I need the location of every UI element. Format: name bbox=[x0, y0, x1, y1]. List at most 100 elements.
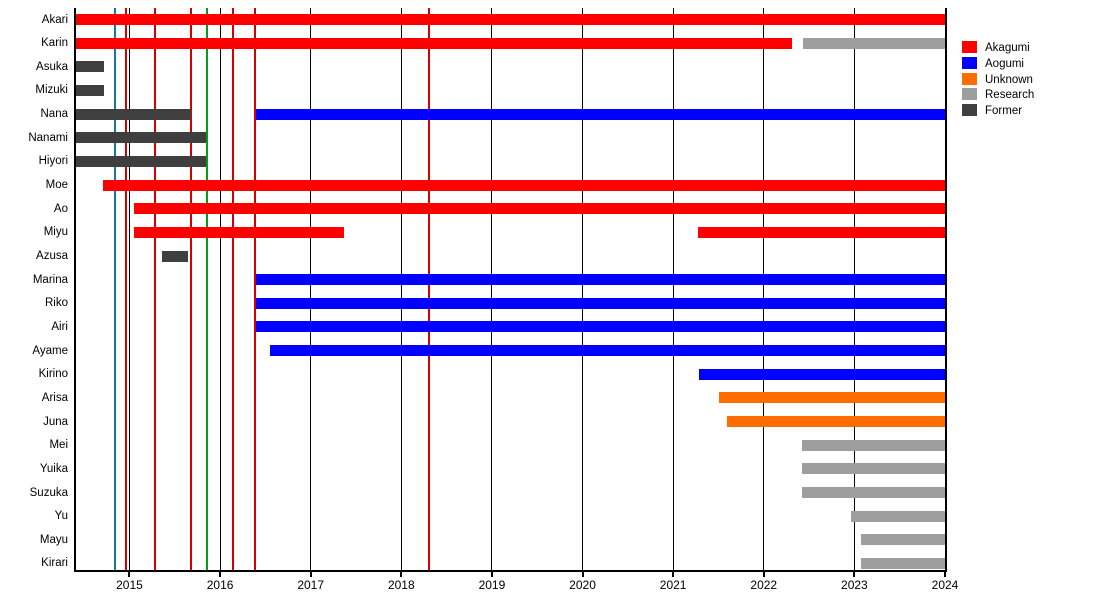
row-label: Airi bbox=[51, 320, 68, 333]
timeline-bar bbox=[860, 557, 945, 569]
row-label: Juna bbox=[43, 415, 68, 428]
timeline-bar bbox=[269, 345, 945, 357]
timeline-bar bbox=[801, 487, 945, 498]
year-gridline bbox=[672, 8, 674, 570]
legend-swatch bbox=[962, 72, 977, 85]
event-line bbox=[206, 8, 209, 570]
timeline-bar bbox=[802, 37, 945, 49]
legend-label: Former bbox=[985, 105, 1023, 118]
timeline-bar bbox=[801, 463, 945, 475]
row-label: Riko bbox=[44, 297, 68, 310]
timeline-bar bbox=[76, 14, 945, 25]
x-tick bbox=[219, 572, 222, 577]
timeline-bar bbox=[256, 108, 945, 120]
timeline-bar bbox=[256, 321, 945, 333]
x-tick-label: 2022 bbox=[750, 578, 778, 592]
event-line bbox=[113, 8, 116, 570]
x-tick bbox=[762, 572, 765, 577]
x-tick-label: 2018 bbox=[387, 578, 415, 592]
row-label: Nanami bbox=[28, 131, 68, 144]
x-tick bbox=[128, 572, 131, 577]
event-line bbox=[428, 8, 431, 570]
timeline-bar bbox=[76, 108, 192, 120]
row-label: Marina bbox=[32, 273, 68, 286]
x-tick-label: 2015 bbox=[116, 578, 143, 592]
x-tick bbox=[853, 572, 856, 577]
x-tick-label: 2020 bbox=[569, 578, 596, 592]
x-tick bbox=[490, 572, 493, 577]
y-axis-line bbox=[74, 8, 76, 572]
x-tick-label: 2017 bbox=[297, 578, 325, 592]
year-gridline bbox=[128, 8, 130, 570]
timeline-bar bbox=[860, 534, 945, 546]
legend-label: Akagumi bbox=[985, 42, 1030, 54]
year-gridline bbox=[491, 8, 493, 570]
year-gridline bbox=[853, 8, 855, 570]
row-label: Suzuka bbox=[29, 486, 68, 499]
year-gridline bbox=[310, 8, 312, 570]
row-label: Yuika bbox=[39, 462, 68, 475]
row-label: Nana bbox=[40, 108, 69, 121]
row-label: Azusa bbox=[36, 250, 68, 262]
row-label: Hiyori bbox=[38, 155, 68, 168]
x-tick bbox=[309, 572, 312, 577]
x-tick-label: 2016 bbox=[206, 578, 234, 592]
x-tick bbox=[581, 572, 584, 577]
timeline-bar bbox=[76, 132, 206, 144]
timeline-bar bbox=[256, 297, 945, 309]
legend-label: Aogumi bbox=[985, 57, 1024, 70]
timeline-bar bbox=[162, 250, 189, 262]
row-label: Yu bbox=[54, 510, 68, 523]
x-tick-label: 2019 bbox=[478, 578, 506, 592]
row-label: Moe bbox=[45, 179, 68, 192]
x-tick bbox=[400, 572, 403, 577]
x-tick-label: 2021 bbox=[659, 578, 687, 592]
legend-swatch bbox=[962, 56, 977, 69]
timeline-bar bbox=[719, 392, 945, 404]
x-tick-label: 2023 bbox=[841, 578, 868, 592]
row-label: Mizuki bbox=[35, 84, 68, 97]
row-label: Akari bbox=[41, 13, 68, 26]
legend-label: Unknown bbox=[985, 73, 1033, 86]
x-tick bbox=[672, 572, 675, 577]
legend-swatch bbox=[962, 104, 977, 117]
timeline-bar bbox=[103, 179, 945, 191]
year-gridline bbox=[763, 8, 765, 570]
year-gridline bbox=[582, 8, 584, 570]
legend-label: Research bbox=[985, 89, 1035, 102]
row-label: Ao bbox=[53, 202, 68, 215]
legend-swatch bbox=[962, 41, 977, 53]
plot-right-border bbox=[944, 8, 947, 572]
timeline-bar bbox=[850, 510, 945, 522]
timeline-bar bbox=[801, 439, 945, 451]
event-line bbox=[231, 8, 234, 570]
timeline-bar bbox=[76, 84, 105, 96]
year-gridline bbox=[400, 8, 402, 570]
event-line bbox=[124, 8, 127, 570]
event-line bbox=[153, 8, 156, 570]
x-tick-label: 2024 bbox=[931, 578, 959, 592]
row-label: Arisa bbox=[41, 391, 68, 404]
row-label: Karin bbox=[41, 37, 68, 50]
row-label: Kirari bbox=[41, 557, 68, 570]
event-line bbox=[254, 8, 257, 570]
row-label: Mei bbox=[49, 439, 68, 452]
timeline-bar bbox=[726, 416, 945, 428]
row-label: Kirino bbox=[38, 368, 68, 381]
row-label: Mayu bbox=[39, 533, 68, 546]
timeline-bar bbox=[133, 203, 945, 215]
timeline-bar bbox=[133, 226, 345, 238]
row-label: Miyu bbox=[43, 226, 68, 239]
timeline-bar bbox=[697, 226, 945, 238]
timeline-bar bbox=[76, 155, 206, 167]
x-axis-line bbox=[74, 570, 947, 572]
timeline-bar bbox=[256, 274, 945, 286]
x-tick bbox=[944, 572, 946, 577]
event-line bbox=[190, 8, 193, 570]
row-label: Asuka bbox=[36, 60, 68, 73]
row-label: Ayame bbox=[32, 344, 68, 357]
legend-swatch bbox=[962, 88, 977, 101]
timeline-bar bbox=[76, 37, 792, 49]
timeline-bar bbox=[76, 61, 105, 73]
